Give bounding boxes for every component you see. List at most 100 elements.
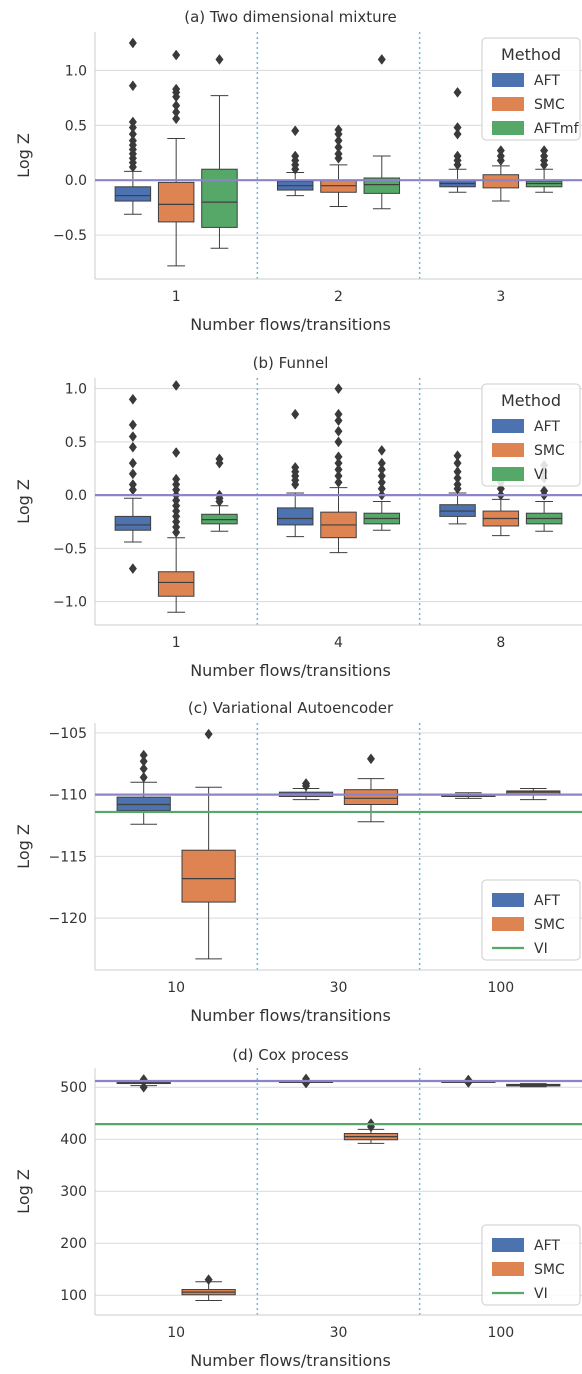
outlier-point xyxy=(128,479,137,490)
outlier-point xyxy=(128,441,137,453)
outlier-point xyxy=(128,80,137,92)
outlier-point xyxy=(366,753,376,765)
box-smc-1 xyxy=(157,49,195,267)
outlier-point xyxy=(334,451,343,463)
chart-title: (b) Funnel xyxy=(253,354,329,372)
chart-title: (a) Two dimensional mixture xyxy=(184,8,397,26)
outlier-point xyxy=(377,464,386,475)
y-tick-label: −120 xyxy=(49,911,87,927)
outlier-point xyxy=(172,100,181,111)
y-tick-label: 1.0 xyxy=(65,382,87,398)
legend-swatch-smc xyxy=(492,97,524,111)
outlier-point xyxy=(128,122,137,133)
legend: AFT SMC VI xyxy=(481,1224,581,1306)
outlier-point xyxy=(128,393,137,405)
y-tick-label: −105 xyxy=(49,726,87,742)
legend-swatch-aft xyxy=(492,419,524,433)
outlier-point xyxy=(453,122,462,133)
outlier-point xyxy=(172,473,181,485)
outlier-point xyxy=(453,128,462,140)
y-tick-label: −0.5 xyxy=(53,228,87,244)
x-tick-label: 1 xyxy=(172,289,181,305)
box-aftmf-1 xyxy=(201,54,238,249)
chart-title: (c) Variational Autoencoder xyxy=(188,699,394,717)
outlier-point xyxy=(334,383,343,395)
legend-label-vi: VI xyxy=(534,1286,548,1302)
y-tick-label: 400 xyxy=(60,1132,87,1148)
legend-label-aft: AFT xyxy=(534,1238,560,1254)
y-axis-label: Log Z xyxy=(14,824,33,869)
legend-label-aft: AFT xyxy=(534,73,560,89)
box-aft-1 xyxy=(114,37,152,215)
legend-swatch-aft xyxy=(492,893,524,907)
outlier-point xyxy=(172,106,181,118)
y-tick-label: 0.5 xyxy=(65,435,87,451)
outlier-point xyxy=(377,483,386,495)
legend-label-aftmf: AFTmf xyxy=(534,121,580,137)
outlier-point xyxy=(540,145,549,156)
outlier-point xyxy=(377,457,386,469)
panel-b: −1.0 −0.5 0.0 0.5 1.0 1 4 8 (b) Funnel Number flo… xyxy=(14,354,582,680)
outlier-point xyxy=(540,150,549,162)
outlier-point xyxy=(172,447,181,458)
legend: Method AFT SMC AFTmf xyxy=(481,37,581,141)
x-axis-label: Number flows/transitions xyxy=(190,1351,391,1370)
outlier-point xyxy=(301,778,311,789)
box-smc-1 xyxy=(157,380,195,613)
legend-label-smc: SMC xyxy=(534,1262,565,1278)
legend-swatch-aft xyxy=(492,1238,524,1252)
outlier-point xyxy=(128,135,137,147)
outlier-point xyxy=(128,468,137,480)
box-smc-2 xyxy=(320,124,357,208)
x-tick-label: 100 xyxy=(487,980,514,996)
outlier-point xyxy=(128,37,137,49)
y-tick-label: 200 xyxy=(60,1236,87,1252)
outlier-point xyxy=(453,466,462,478)
outlier-point xyxy=(128,563,137,574)
x-tick-label: 10 xyxy=(167,980,185,996)
outlier-point xyxy=(377,476,386,488)
y-axis-label: Log Z xyxy=(14,479,33,524)
outlier-point xyxy=(291,462,300,473)
y-tick-label: 1.0 xyxy=(65,63,87,79)
outlier-point xyxy=(291,150,300,162)
box-body xyxy=(343,789,399,806)
y-tick-label: −1.0 xyxy=(53,595,87,611)
y-tick-label: −110 xyxy=(49,788,87,804)
outlier-point xyxy=(215,453,224,465)
box-body xyxy=(201,168,238,228)
y-tick-label: 500 xyxy=(60,1080,87,1096)
box-body xyxy=(276,507,314,526)
outlier-point xyxy=(172,380,181,391)
legend: AFT SMC VI xyxy=(481,879,581,961)
box-smc-10 xyxy=(181,1274,236,1301)
outlier-point xyxy=(128,116,137,128)
outlier-point xyxy=(334,141,343,153)
outlier-point xyxy=(291,408,300,420)
outlier-point xyxy=(453,150,462,162)
panel-a: −0.5 0.0 0.5 1.0 1 2 3 (a) Two dimensional mixt… xyxy=(14,8,582,334)
outlier-point xyxy=(291,125,300,137)
x-tick-label: 10 xyxy=(167,1325,185,1341)
legend-label-aft: AFT xyxy=(534,419,560,435)
legend: Method AFT SMC VI xyxy=(481,383,581,487)
outlier-point xyxy=(453,450,462,462)
outlier-point xyxy=(334,464,343,475)
outlier-point xyxy=(377,470,386,482)
outlier-point xyxy=(334,425,343,437)
legend-title: Method xyxy=(501,45,561,64)
y-tick-label: 100 xyxy=(60,1288,87,1304)
outlier-point xyxy=(334,148,343,160)
box-body xyxy=(116,796,171,812)
chart-title: (d) Cox process xyxy=(232,1046,349,1064)
outlier-point xyxy=(453,472,462,484)
outlier-point xyxy=(334,470,343,482)
x-axis-label: Number flows/transitions xyxy=(190,1006,391,1025)
x-tick-label: 30 xyxy=(330,980,348,996)
outlier-point xyxy=(377,54,386,65)
box-smc-10 xyxy=(181,728,236,960)
box-aft-10 xyxy=(116,749,171,825)
legend-swatch-aft xyxy=(492,73,524,87)
outlier-point xyxy=(139,749,148,761)
outlier-point xyxy=(139,1081,148,1093)
